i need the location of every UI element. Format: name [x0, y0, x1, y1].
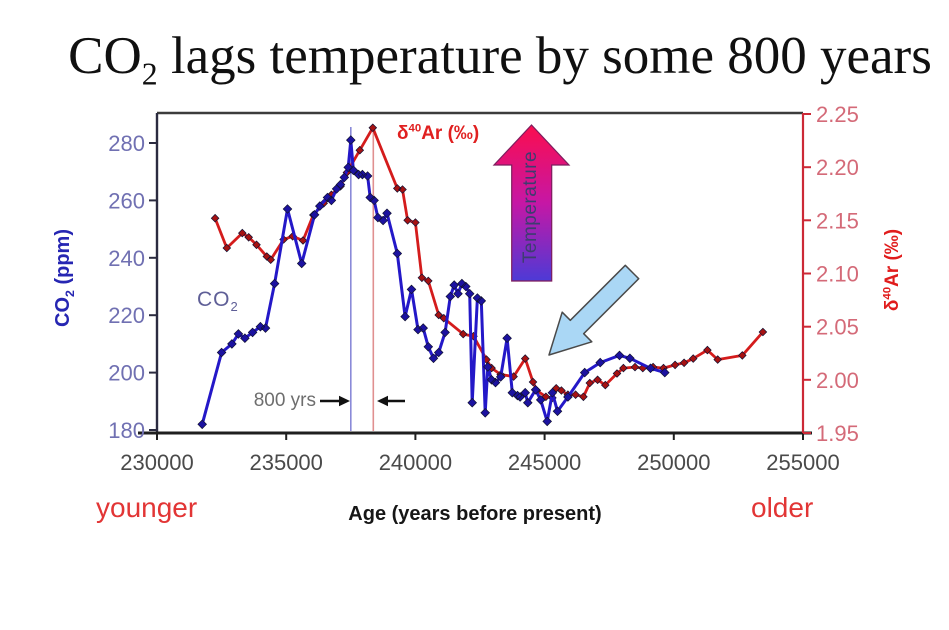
y-left-tick-label: 200 — [108, 361, 145, 386]
x-tick-label: 245000 — [508, 450, 581, 475]
x-tick-label: 240000 — [379, 450, 452, 475]
cooling-arrow — [548, 264, 640, 356]
x-axis-older-hint: older — [751, 492, 814, 523]
y-right-tick-label: 2.20 — [816, 155, 859, 180]
lag-arrow-left-head — [377, 395, 388, 407]
temperature-arrow — [492, 124, 571, 282]
y-right-tick-label: 2.00 — [816, 368, 859, 393]
y-left-tick-label: 260 — [108, 188, 145, 213]
y-right-tick-label: 2.15 — [816, 208, 859, 233]
y-left-axis-title: CO2 (ppm) — [52, 229, 77, 327]
ar-series-line — [213, 126, 765, 400]
y-left-tick-label: 180 — [108, 418, 145, 443]
x-tick-label: 230000 — [120, 450, 193, 475]
ar-series-label: δ40Ar (‰) — [397, 122, 480, 144]
x-tick-label: 250000 — [637, 450, 710, 475]
co2-series-line — [200, 138, 667, 426]
y-right-axis-title: δ40Ar (‰) — [881, 228, 903, 312]
page-title: CO2 lags temperature by some 800 years — [68, 27, 932, 92]
y-right-tick-label: 2.05 — [816, 315, 859, 340]
co2-series-markers — [197, 135, 670, 430]
y-right-tick-label: 2.25 — [816, 102, 859, 127]
x-axis-younger-hint: younger — [96, 492, 198, 523]
lag-arrow-right-head — [339, 395, 350, 407]
x-axis-title: Age (years before present) — [348, 503, 602, 525]
ar-series-markers — [210, 123, 768, 403]
lag-annotation-label: 800 yrs — [253, 390, 316, 411]
y-right-tick-label: 2.10 — [816, 262, 859, 287]
y-right-tick-label: 1.95 — [816, 421, 859, 446]
temperature-arrow-label: Temperature — [520, 150, 541, 264]
x-tick-label: 255000 — [766, 450, 839, 475]
y-left-tick-label: 240 — [108, 246, 145, 271]
y-left-tick-label: 220 — [108, 303, 145, 328]
x-tick-label: 235000 — [249, 450, 322, 475]
co2-series-label: CO2 — [197, 288, 239, 315]
y-left-tick-label: 280 — [108, 131, 145, 156]
